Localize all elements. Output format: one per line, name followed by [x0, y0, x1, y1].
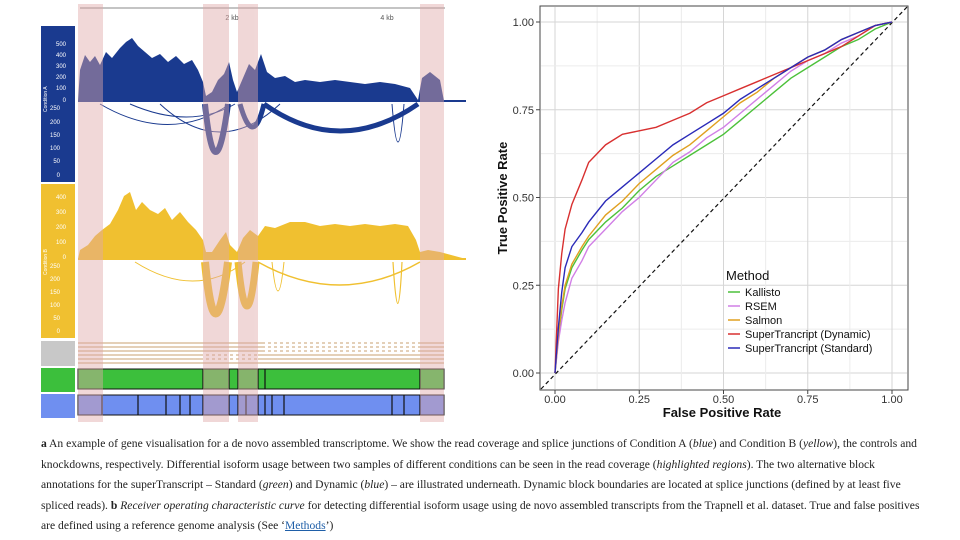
junc-b-tick: 100: [50, 303, 61, 309]
caption-blue: blue: [692, 437, 713, 450]
methods-link[interactable]: Methods: [285, 519, 326, 532]
legend-label: Salmon: [745, 315, 782, 327]
caption-text: ) and Condition B (: [712, 437, 803, 450]
y-ticks: 0.00 0.25 0.50 0.75 1.00: [513, 17, 540, 380]
caption-blue2: blue: [364, 478, 385, 491]
legend-label: SuperTrancript (Dynamic): [745, 329, 871, 341]
dynamic-blocks-track: [77, 394, 445, 416]
highlight-region: [78, 4, 103, 422]
transcript-lines: [78, 342, 444, 364]
series-line-kallisto: [554, 21, 893, 374]
legend-label: RSEM: [745, 301, 777, 313]
roc-chart: 0.00 0.25 0.50 0.75 1.00 0.00 0.25 0.50 0.75 1.0…: [495, 5, 909, 420]
standard-block-boundaries: [202, 369, 421, 389]
y-axis-label: True Positive Rate: [495, 142, 510, 255]
scale-label-2kb: 2 kb: [225, 15, 238, 22]
standard-blocks-track: [77, 368, 445, 390]
condition-a-label: Condition A: [43, 86, 49, 112]
caption-text: ). The two alternative block annotations…: [41, 457, 875, 492]
transcripts-label-bar: [41, 341, 75, 366]
figure-caption: a An example of gene visualisation for a…: [41, 434, 921, 537]
caption-a-label: a: [41, 437, 47, 450]
caption-text: for detecting differential isoform usage…: [41, 498, 920, 533]
junc-a-tick: 150: [50, 133, 61, 139]
junc-b-tick: 50: [53, 316, 60, 322]
caption-text: ) – are illustrated underneath. Dynamic …: [41, 478, 901, 512]
caption-text: ’): [325, 519, 334, 532]
highlight-region: [203, 4, 229, 422]
panel-a-gene-visualisation: Condition A Condition B 500 400 300 200 …: [41, 4, 466, 422]
junc-a-tick: 200: [50, 120, 61, 126]
caption-roc-italic: Receiver operating characteristic curve: [120, 498, 305, 512]
grid: [541, 7, 907, 389]
cov-b-tick: 400: [56, 195, 67, 201]
condition-a-baseline: [78, 100, 466, 102]
series-line-supertrancript-standard-: [554, 21, 893, 374]
y-tick-label: 0.50: [513, 193, 534, 205]
legend: Method Kallisto RSEM Salmon SuperTrancript …: [726, 268, 872, 355]
figure: Condition A Condition B 500 400 300 200 …: [41, 4, 909, 422]
x-axis-label: False Positive Rate: [663, 405, 782, 420]
caption-text: ) and Dynamic (: [288, 478, 365, 491]
scale-label-4kb: 4 kb: [380, 15, 393, 22]
cov-b-tick: 100: [56, 240, 67, 246]
x-tick-label: 0.50: [713, 394, 734, 406]
x-tick-label: 1.00: [881, 394, 902, 406]
junc-b-tick: 250: [50, 264, 61, 270]
condition-b-baseline: [78, 258, 466, 260]
cov-a-tick: 100: [56, 86, 67, 92]
y-tick-label: 0.00: [513, 368, 534, 380]
condition-b-junctions: [134, 261, 421, 318]
transcript-gaps: [203, 342, 418, 360]
x-tick-label: 0.25: [629, 394, 650, 406]
cov-b-tick: 0: [63, 255, 67, 261]
caption-yellow: yellow: [802, 437, 834, 450]
cov-b-tick: 300: [56, 210, 67, 216]
junc-b-tick: 150: [50, 290, 61, 296]
standard-label-bar: [41, 368, 75, 392]
highlighted-regions: [78, 4, 444, 422]
junc-b-tick: 0: [57, 329, 61, 335]
dynamic-block-boundaries: [101, 395, 421, 415]
junc-a-tick: 100: [50, 146, 61, 152]
y-tick-label: 1.00: [513, 17, 534, 29]
highlight-region: [420, 4, 444, 422]
cov-a-tick: 500: [56, 42, 67, 48]
x-tick-label: 0.00: [544, 394, 565, 406]
y-tick-label: 0.75: [513, 105, 534, 117]
condition-b-label-bar: [41, 184, 75, 338]
junc-a-tick: 250: [50, 106, 61, 112]
x-tick-label: 0.75: [797, 394, 818, 406]
cov-a-tick: 300: [56, 64, 67, 70]
condition-a-coverage: [78, 38, 444, 101]
junc-a-tick: 0: [57, 173, 61, 179]
condition-a-label-bar: [41, 26, 75, 182]
caption-text: An example of gene visualisation for a d…: [46, 437, 693, 450]
x-ticks: 0.00 0.25 0.50 0.75 1.00: [544, 390, 903, 406]
series-group: [554, 21, 893, 374]
cov-b-tick: 200: [56, 225, 67, 231]
condition-b-coverage: [78, 192, 466, 259]
legend-title: Method: [726, 268, 769, 283]
junc-a-tick: 50: [53, 159, 60, 165]
cov-a-tick: 0: [63, 98, 67, 104]
caption-b-label: b: [110, 498, 118, 512]
cov-a-tick: 400: [56, 53, 67, 59]
legend-label: Kallisto: [745, 287, 780, 299]
highlight-region: [238, 4, 258, 422]
cov-a-tick: 200: [56, 75, 67, 81]
condition-b-label: Condition B: [43, 248, 49, 275]
condition-a-junctions: [99, 101, 420, 155]
caption-green: green: [262, 478, 289, 491]
caption-highlighted: highlighted regions: [656, 457, 747, 471]
y-tick-label: 0.25: [513, 280, 534, 292]
caption-text: ), the controls and knockdowns, respecti…: [41, 437, 917, 471]
junc-b-tick: 200: [50, 277, 61, 283]
dynamic-label-bar: [41, 394, 75, 418]
legend-label: SuperTrancript (Standard): [745, 343, 872, 355]
series-line-supertrancript-dynamic-: [554, 21, 893, 374]
